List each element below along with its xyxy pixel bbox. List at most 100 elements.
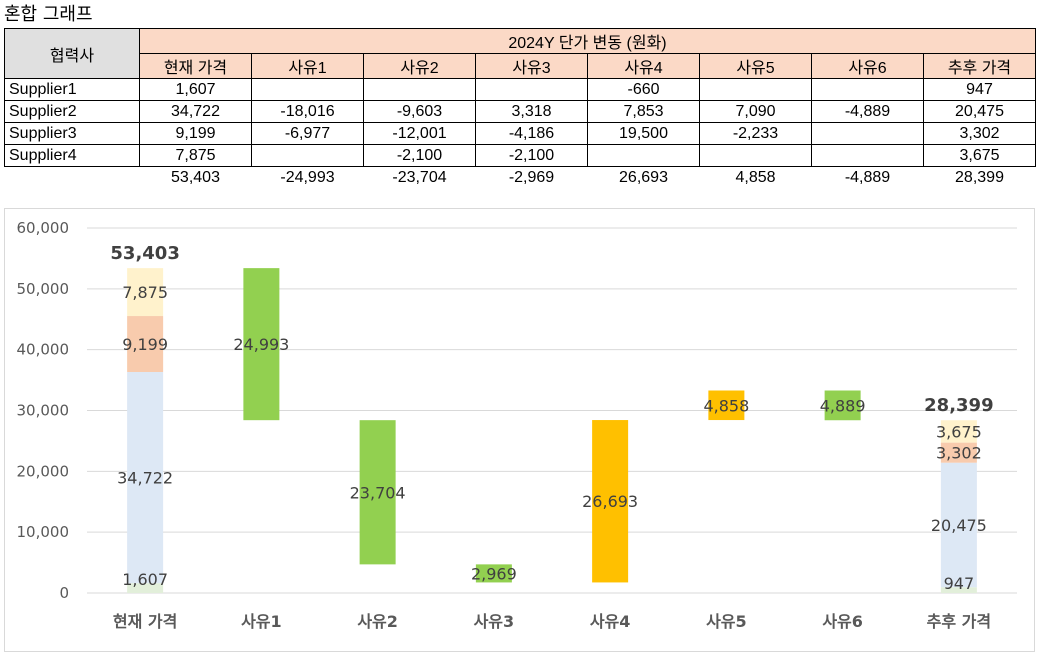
table-cell bbox=[587, 144, 700, 167]
y-tick-label: 60,000 bbox=[17, 219, 70, 237]
data-label: 4,889 bbox=[820, 396, 866, 415]
total-label: 28,399 bbox=[924, 395, 993, 416]
total-cell: 28,399 bbox=[955, 168, 1004, 186]
table-cell bbox=[811, 144, 924, 167]
total-cell: -23,704 bbox=[392, 168, 447, 186]
column-header: 현재 가격 bbox=[139, 53, 252, 79]
table-cell bbox=[811, 78, 924, 101]
group-header: 2024Y 단가 변동 (원화) bbox=[139, 28, 1036, 54]
y-tick-label: 10,000 bbox=[17, 523, 70, 541]
waterfall-bar bbox=[359, 420, 396, 565]
column-header: 사유5 bbox=[699, 53, 812, 79]
stack-segment bbox=[127, 316, 164, 372]
table-cell: 19,500 bbox=[587, 122, 700, 145]
stack-segment bbox=[127, 583, 164, 593]
data-label: 24,993 bbox=[233, 335, 289, 354]
total-cell: 4,858 bbox=[735, 168, 776, 186]
total-label: 53,403 bbox=[110, 243, 179, 264]
table-cell: 34,722 bbox=[139, 100, 252, 123]
column-header: 사유2 bbox=[363, 53, 476, 79]
table-cell: -6,977 bbox=[251, 122, 364, 145]
y-tick-label: 40,000 bbox=[17, 341, 70, 359]
stack-segment bbox=[940, 442, 977, 463]
table-cell: -2,100 bbox=[475, 144, 588, 167]
totals-spacer bbox=[5, 167, 140, 189]
total-cell: -24,993 bbox=[280, 168, 335, 186]
waterfall-chart: 0 10,000 20,000 30,000 40,000 50,000 60,000 현재 … bbox=[4, 208, 1035, 652]
table-cell bbox=[251, 78, 364, 101]
data-label: 7,875 bbox=[122, 283, 168, 302]
column-header: 추후 가격 bbox=[923, 53, 1036, 79]
company-header: 협력사 bbox=[4, 28, 140, 79]
data-label: 2,969 bbox=[471, 564, 517, 583]
table-cell bbox=[699, 78, 812, 101]
y-tick-label: 0 bbox=[59, 584, 69, 602]
table-cell: 20,475 bbox=[923, 100, 1036, 123]
total-cell: 26,693 bbox=[619, 168, 668, 186]
stack-segment bbox=[940, 462, 977, 588]
table-cell bbox=[475, 78, 588, 101]
table-cell: 947 bbox=[923, 78, 1036, 101]
table-cell: -2,100 bbox=[363, 144, 476, 167]
data-label: 23,704 bbox=[350, 483, 406, 502]
totals-row: 53,403 -24,993 -23,704 -2,969 26,693 4,8… bbox=[5, 167, 1036, 189]
column-header: 사유6 bbox=[811, 53, 924, 79]
table-cell: 3,318 bbox=[475, 100, 588, 123]
x-tick-label: 사유6 bbox=[822, 612, 863, 631]
table-cell bbox=[811, 122, 924, 145]
data-label: 20,475 bbox=[931, 516, 987, 535]
column-header: 사유4 bbox=[587, 53, 700, 79]
y-tick-label: 50,000 bbox=[17, 280, 70, 298]
x-tick-label: 현재 가격 bbox=[113, 612, 177, 631]
table-row: Supplier4 7,875 -2,100 -2,100 3,675 bbox=[4, 144, 1036, 167]
data-label: 947 bbox=[944, 574, 975, 593]
column-header: 사유1 bbox=[251, 53, 364, 79]
y-tick-label: 20,000 bbox=[17, 462, 70, 480]
chart-canvas: 0 10,000 20,000 30,000 40,000 50,000 60,000 현재 … bbox=[17, 219, 1017, 631]
waterfall-bar bbox=[243, 268, 280, 421]
table-cell: 7,090 bbox=[699, 100, 812, 123]
waterfall-bar bbox=[824, 390, 861, 421]
total-cell: 53,403 bbox=[171, 168, 220, 186]
table-cell: -660 bbox=[587, 78, 700, 101]
data-label: 26,693 bbox=[582, 492, 638, 511]
y-tick-label: 30,000 bbox=[17, 402, 70, 420]
stack-segment bbox=[940, 587, 977, 593]
table-cell: 7,853 bbox=[587, 100, 700, 123]
stack-segment bbox=[940, 420, 977, 443]
table-row: Supplier3 9,199 -6,977 -12,001 -4,186 19… bbox=[4, 122, 1036, 145]
table-row: Supplier1 1,607 -660 947 bbox=[4, 78, 1036, 101]
page-title: 혼합 그래프 bbox=[4, 4, 93, 25]
data-label: 4,858 bbox=[703, 396, 749, 415]
table-cell bbox=[699, 144, 812, 167]
total-cell: -2,969 bbox=[508, 168, 555, 186]
table-cell: -4,186 bbox=[475, 122, 588, 145]
table-cell bbox=[363, 78, 476, 101]
waterfall-bar bbox=[592, 420, 629, 583]
waterfall-bar bbox=[475, 564, 512, 583]
total-cell: -4,889 bbox=[844, 168, 891, 186]
x-tick-label: 사유1 bbox=[241, 612, 282, 631]
table-cell: -9,603 bbox=[363, 100, 476, 123]
data-label: 3,675 bbox=[936, 422, 982, 441]
table-cell: -18,016 bbox=[251, 100, 364, 123]
x-tick-label: 사유2 bbox=[357, 612, 398, 631]
supplier-name: Supplier3 bbox=[4, 122, 140, 145]
table-cell: -4,889 bbox=[811, 100, 924, 123]
table-cell: -2,233 bbox=[699, 122, 812, 145]
supplier-name: Supplier4 bbox=[4, 144, 140, 167]
data-label: 3,302 bbox=[936, 444, 982, 463]
x-tick-label: 사유3 bbox=[474, 612, 515, 631]
data-label: 9,199 bbox=[122, 335, 168, 354]
stack-segment bbox=[127, 268, 164, 317]
supplier-name: Supplier1 bbox=[4, 78, 140, 101]
supplier-name: Supplier2 bbox=[4, 100, 140, 123]
x-tick-label: 추후 가격 bbox=[927, 612, 991, 631]
waterfall-bar bbox=[708, 390, 745, 421]
price-change-table: 협력사 2024Y 단가 변동 (원화) 현재 가격 사유1 사유2 사유3 사… bbox=[4, 28, 1036, 188]
data-label: 1,607 bbox=[122, 570, 168, 589]
column-header: 사유3 bbox=[475, 53, 588, 79]
table-cell: 9,199 bbox=[139, 122, 252, 145]
table-cell: 3,675 bbox=[923, 144, 1036, 167]
table-cell: 7,875 bbox=[139, 144, 252, 167]
